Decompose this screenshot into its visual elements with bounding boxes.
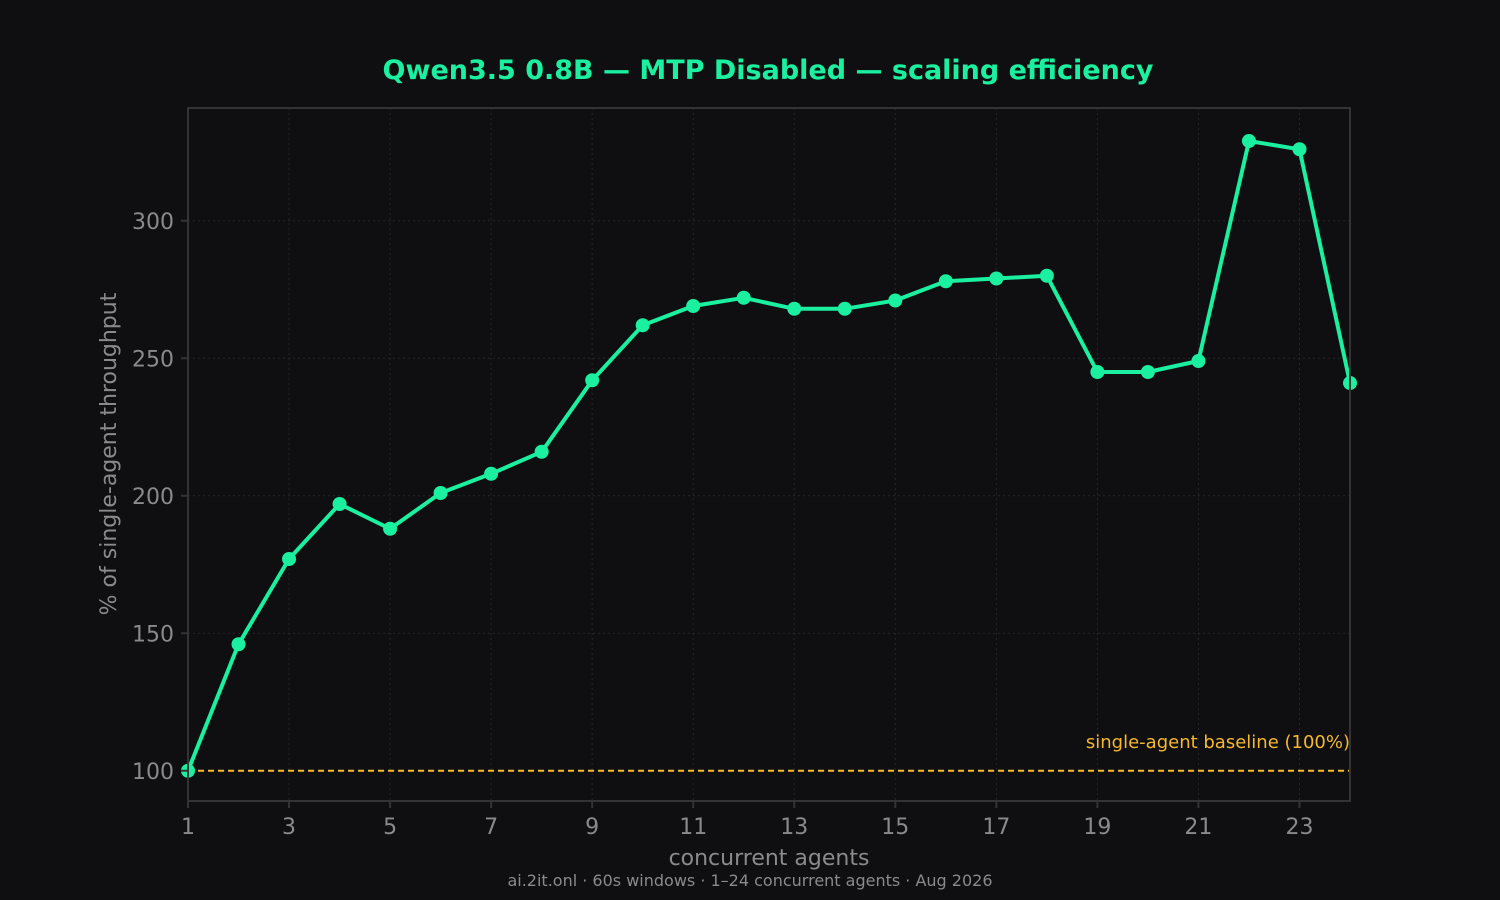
x-tick-label: 21: [1184, 815, 1212, 840]
y-tick-label: 200: [132, 485, 174, 510]
y-tick-label: 250: [132, 347, 174, 372]
series-group: [181, 134, 1357, 778]
y-tick-label: 100: [132, 760, 174, 785]
x-axis-ticks: 1 3 5 7 9 11 13 15 17 19 21 23: [181, 801, 1313, 840]
data-point: [686, 299, 701, 313]
plot-frame: [187, 107, 1351, 802]
y-axis-ticks: 100 150 200 250 300: [132, 210, 188, 785]
y-tick-label: 150: [132, 622, 174, 647]
data-point: [585, 373, 600, 388]
baseline-label: single-agent baseline (100%): [1086, 732, 1350, 753]
data-point: [1241, 134, 1256, 148]
data-point: [1191, 354, 1206, 368]
data-point: [383, 521, 398, 536]
data-point: [231, 637, 246, 652]
data-point: [282, 552, 297, 566]
data-point: [787, 301, 802, 316]
x-tick-label: 9: [585, 815, 599, 840]
data-point: [888, 293, 903, 308]
data-point: [484, 466, 499, 481]
x-axis-label: concurrent agents: [669, 846, 870, 871]
data-point: [989, 271, 1004, 286]
series-line: [186, 139, 1352, 773]
data-point: [1292, 142, 1307, 157]
data-point: [635, 318, 650, 333]
x-tick-label: 5: [383, 815, 397, 840]
data-point: [534, 444, 549, 459]
x-tick-label: 19: [1083, 815, 1111, 840]
x-tick-label: 13: [780, 815, 808, 840]
x-tick-label: 23: [1285, 815, 1313, 840]
data-point: [1090, 365, 1105, 379]
x-tick-label: 17: [982, 815, 1010, 840]
chart-title: Qwen3.5 0.8B — MTP Disabled — scaling ef…: [383, 55, 1154, 86]
x-tick-label: 11: [679, 815, 707, 840]
y-axis-label: % of single-agent throughput: [97, 292, 122, 615]
data-point: [1039, 268, 1054, 283]
y-tick-label: 300: [132, 210, 174, 235]
data-point: [938, 274, 953, 289]
data-point: [736, 290, 751, 305]
data-point: [332, 497, 347, 511]
baseline-group: single-agent baseline (100%): [188, 732, 1350, 772]
data-point: [1140, 365, 1155, 379]
data-point: [837, 301, 852, 316]
x-tick-label: 7: [484, 815, 498, 840]
footer-note: ai.2it.onl · 60s windows · 1–24 concurre…: [507, 871, 992, 890]
x-tick-label: 3: [282, 815, 296, 840]
x-tick-label: 1: [181, 815, 195, 840]
grid-lines: [187, 108, 1350, 801]
data-point: [433, 486, 448, 500]
x-tick-label: 15: [881, 815, 909, 840]
